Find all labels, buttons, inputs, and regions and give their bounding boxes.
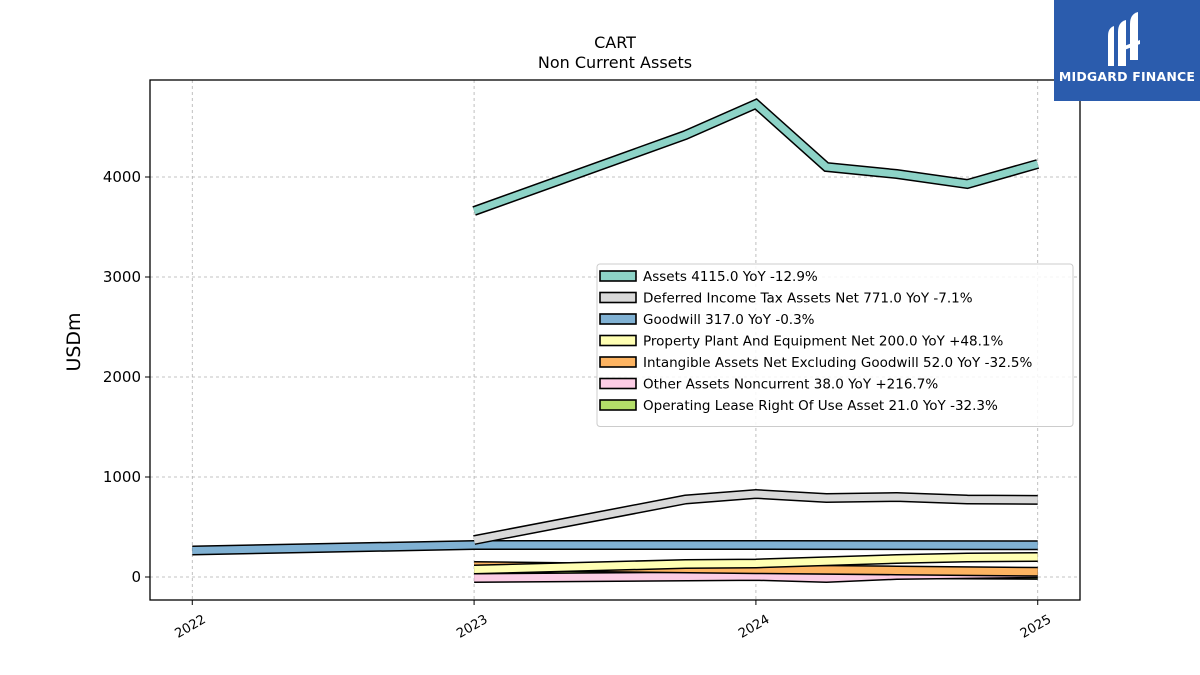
series-line <box>472 99 1039 215</box>
legend-swatch <box>599 313 637 325</box>
legend-swatch <box>599 356 637 368</box>
legend-label: Deferred Income Tax Assets Net 771.0 YoY… <box>643 291 973 307</box>
legend-label: Operating Lease Right Of Use Asset 21.0 … <box>643 398 998 414</box>
plot-frame <box>149 79 1081 601</box>
y-axis-label: USDm <box>63 312 85 371</box>
legend-label: Property Plant And Equipment Net 200.0 Y… <box>643 334 1003 350</box>
legend-swatch <box>599 291 637 304</box>
chart-title: CART <box>594 33 636 52</box>
midgard-logo-icon <box>1108 12 1140 66</box>
legend-label: Assets 4115.0 YoY -12.9% <box>643 269 818 285</box>
brand-logo: MIDGARD FINANCE <box>1054 0 1200 101</box>
y-tick-label: 2000 <box>103 368 141 386</box>
y-tick-label: 4000 <box>103 168 141 186</box>
y-tick-label: 3000 <box>103 268 141 286</box>
y-tick-label: 1000 <box>103 468 141 486</box>
series-lines <box>192 98 1040 584</box>
legend-swatch <box>599 270 637 282</box>
y-tick-label: 0 <box>131 568 141 586</box>
series-line <box>474 553 1038 573</box>
legend: Assets 4115.0 YoY -12.9% Deferred Income … <box>596 263 1074 427</box>
series-line <box>192 541 1038 554</box>
legend-swatch <box>599 334 637 347</box>
x-tick-label: 2025 <box>1018 612 1054 642</box>
series-line <box>473 490 1038 544</box>
x-tick-label: 2022 <box>172 612 208 642</box>
x-tick-label: 2024 <box>736 612 772 642</box>
x-tick-label: 2023 <box>454 612 490 642</box>
legend-label: Goodwill 317.0 YoY -0.3% <box>643 312 815 328</box>
legend-label: Intangible Assets Net Excluding Goodwill… <box>643 355 1033 371</box>
chart-subtitle: Non Current Assets <box>538 53 692 72</box>
logo-text: MIDGARD FINANCE <box>1058 69 1196 84</box>
legend-swatch <box>599 377 637 390</box>
legend-box <box>596 263 1074 427</box>
legend-swatch <box>599 399 637 411</box>
legend-label: Other Assets Noncurrent 38.0 YoY +216.7% <box>643 377 938 393</box>
